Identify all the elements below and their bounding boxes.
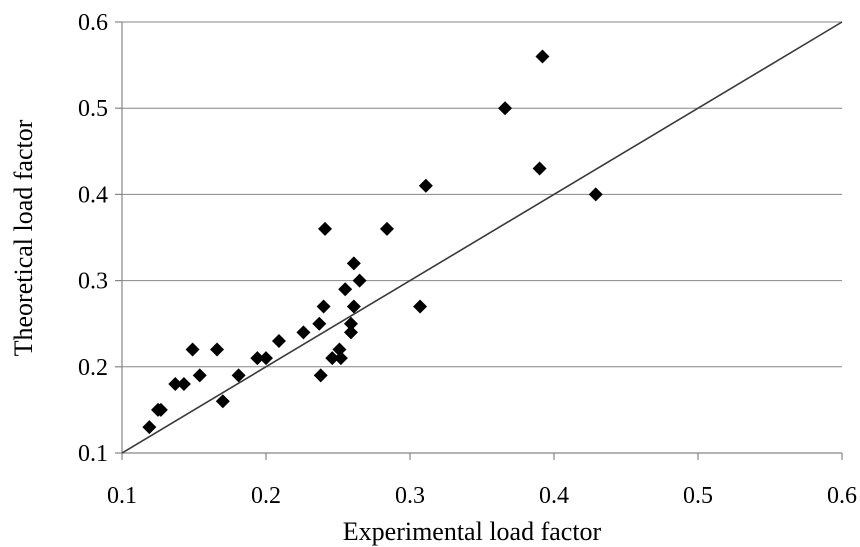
data-point bbox=[332, 342, 347, 357]
reference-line-group bbox=[121, 21, 843, 454]
data-point bbox=[418, 178, 433, 193]
gridlines bbox=[122, 21, 842, 368]
data-point bbox=[185, 342, 200, 357]
y-tick-label: 0.2 bbox=[78, 355, 108, 381]
data-point bbox=[343, 316, 358, 331]
data-point bbox=[346, 299, 361, 314]
data-point bbox=[316, 299, 331, 314]
x-tick-label: 0.2 bbox=[251, 483, 281, 509]
tick-labels: 0.1 0.2 0.3 0.4 0.5 0.6 0.1 0.2 0.3 0.4 0.5 0.6 bbox=[78, 10, 857, 509]
x-tick-label: 0.5 bbox=[683, 483, 713, 509]
data-point bbox=[142, 420, 157, 435]
data-point bbox=[333, 351, 348, 366]
x-axis-title: Experimental load factor bbox=[343, 517, 602, 546]
y-tick-label: 0.4 bbox=[78, 182, 108, 208]
data-point bbox=[338, 282, 353, 297]
data-point bbox=[346, 256, 361, 271]
y-tick-label: 0.5 bbox=[78, 96, 108, 122]
x-tick-label: 0.1 bbox=[107, 483, 137, 509]
data-point bbox=[352, 273, 367, 288]
data-point bbox=[313, 368, 328, 383]
data-point bbox=[271, 333, 286, 348]
data-point bbox=[192, 368, 207, 383]
x-tick-label: 0.4 bbox=[539, 483, 569, 509]
data-point bbox=[210, 342, 225, 357]
data-point bbox=[498, 101, 513, 116]
data-point bbox=[535, 49, 550, 64]
x-tick-label: 0.3 bbox=[395, 483, 425, 509]
data-point bbox=[325, 351, 340, 366]
data-point bbox=[318, 221, 333, 236]
data-point bbox=[588, 187, 603, 202]
data-point bbox=[413, 299, 428, 314]
data-point bbox=[532, 161, 547, 176]
data-point bbox=[176, 377, 191, 392]
x-tick-label: 0.6 bbox=[827, 483, 857, 509]
axes bbox=[115, 21, 843, 460]
data-point bbox=[259, 351, 273, 366]
data-point bbox=[168, 377, 183, 392]
y-tick-label: 0.3 bbox=[78, 269, 108, 295]
data-point bbox=[215, 394, 230, 409]
data-point bbox=[153, 402, 168, 417]
data-points bbox=[142, 49, 603, 435]
data-point bbox=[296, 325, 311, 340]
y-tick-label: 0.1 bbox=[78, 441, 108, 467]
y-tick-label: 0.6 bbox=[78, 10, 108, 36]
data-point bbox=[343, 325, 358, 340]
data-point bbox=[250, 351, 265, 366]
reference-line bbox=[121, 21, 843, 454]
data-point bbox=[231, 368, 246, 383]
y-axis-title: Theoretical load factor bbox=[9, 119, 38, 356]
data-point bbox=[312, 316, 327, 331]
data-point bbox=[379, 221, 394, 236]
